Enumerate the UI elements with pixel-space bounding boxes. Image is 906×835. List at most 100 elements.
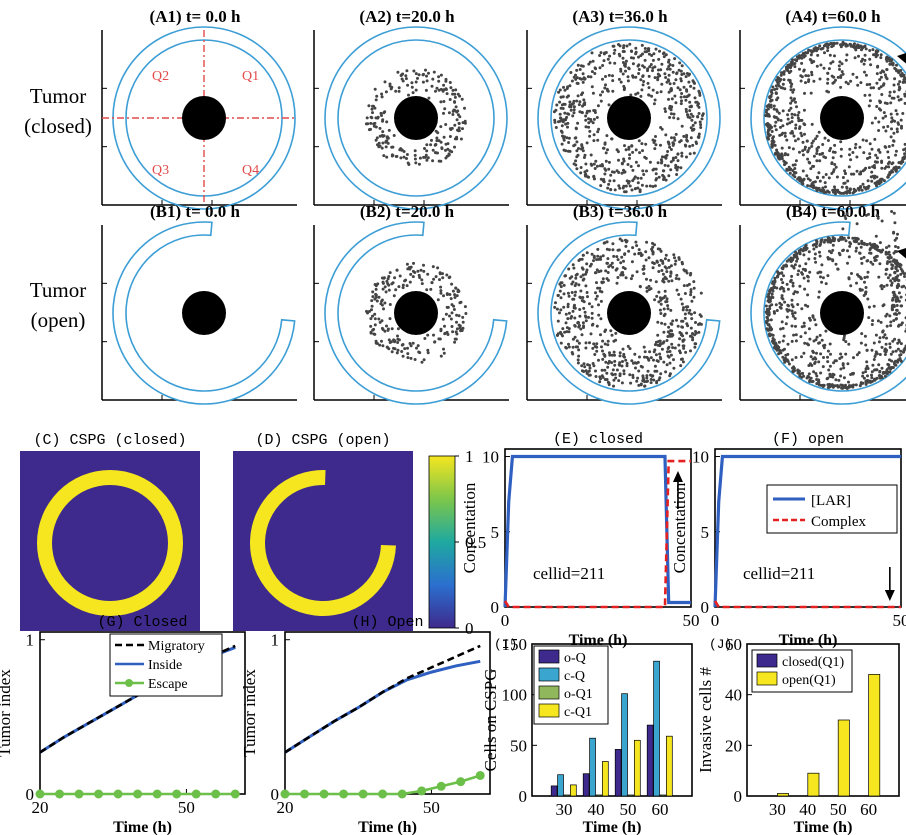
cellid-annotation: cellid=211	[743, 564, 815, 583]
tumor-cell	[653, 298, 657, 302]
heatmap-open: (D) CSPG (open)10.50	[233, 432, 486, 638]
tumor-cell	[826, 81, 830, 85]
tumor-cell	[772, 104, 776, 108]
tumor-cell	[813, 257, 817, 260]
tumor-cell	[821, 175, 825, 179]
tumor-cell	[868, 93, 872, 97]
tumor-cell	[809, 53, 813, 57]
tumor-cell	[642, 267, 646, 271]
tumor-cell	[888, 62, 892, 66]
escaped-cell	[841, 227, 845, 231]
tumor-cell	[786, 287, 790, 291]
tumor-cell	[873, 166, 877, 170]
legend-label: open(Q1)	[782, 673, 836, 688]
tumor-cell	[690, 118, 694, 122]
tumor-cell	[382, 111, 386, 115]
tumor-cell	[801, 182, 805, 186]
tumor-cell	[660, 82, 664, 86]
tumor-cell	[867, 104, 871, 108]
tumor-cell	[381, 118, 385, 122]
tumor-cell	[686, 115, 690, 119]
tumor-cell	[567, 294, 571, 298]
tumor-cell	[888, 253, 892, 257]
tumor-cell	[640, 88, 644, 92]
tumor-cell	[833, 237, 837, 241]
tumor-cell	[823, 181, 827, 185]
tumor-cell	[566, 302, 570, 306]
tumor-cell	[802, 374, 806, 378]
tumor-cell	[665, 300, 669, 303]
tumor-cell	[674, 166, 678, 170]
tumor-cell	[772, 107, 776, 111]
tumor-cell	[589, 119, 593, 123]
tumor-cell	[819, 270, 823, 274]
tumor-cell	[768, 328, 771, 332]
tumor-cell	[802, 177, 806, 181]
tumor-cell	[839, 352, 843, 356]
tumor-cell	[665, 339, 669, 342]
tumor-cell	[626, 75, 630, 79]
tumor-cell	[660, 62, 664, 66]
tumor-cell	[797, 269, 801, 273]
tumor-cell	[380, 339, 383, 343]
tumor-cell	[794, 126, 798, 130]
tumor-cell	[575, 99, 579, 103]
tumor-cell	[595, 164, 599, 168]
tumor-cell	[854, 249, 858, 253]
tumor-cell	[678, 88, 682, 92]
tumor-cell	[453, 95, 457, 99]
tumor-cell	[622, 88, 626, 92]
tumor-cell	[448, 81, 452, 84]
tumor-cell	[407, 163, 411, 166]
tumor-cell	[591, 322, 595, 326]
tumor-cell	[414, 80, 418, 84]
tumor-cell	[860, 45, 864, 49]
tumor-cell	[568, 84, 572, 88]
tumor-cell	[573, 316, 577, 320]
tumor-cell	[870, 147, 874, 151]
tumor-cell	[812, 60, 816, 63]
tumor-cell	[578, 308, 582, 311]
tumor-cell	[568, 276, 572, 280]
tumor-cell	[807, 257, 811, 261]
tumor-cell	[386, 141, 390, 145]
tumor-cell	[688, 308, 692, 312]
tumor-cell	[815, 159, 819, 163]
tumor-cell	[381, 141, 385, 145]
tumor-cell	[401, 79, 405, 83]
tumor-cell	[865, 275, 869, 279]
plot-frame	[531, 643, 693, 797]
series-complex-line	[713, 600, 901, 609]
tumor-cell	[398, 274, 402, 278]
tumor-cell	[860, 188, 864, 192]
tumor-cell	[887, 156, 891, 159]
tumor-cell	[787, 146, 791, 150]
quadrant-label: Q3	[152, 163, 169, 178]
tumor-cell	[588, 60, 592, 64]
tumor-cell	[878, 262, 882, 266]
tumor-cell	[658, 376, 662, 380]
x-tick-label: 20	[32, 798, 49, 817]
tumor-cell	[822, 383, 826, 387]
tumor-cell	[866, 270, 870, 274]
tumor-cell	[776, 96, 780, 100]
tumor-cell	[461, 326, 465, 330]
tumor-cell	[605, 134, 609, 138]
tumor-cell	[618, 363, 622, 367]
tumor-cell	[654, 353, 658, 357]
tumor-cell	[578, 314, 582, 318]
tumor-cell	[587, 125, 591, 129]
tumor-cell	[769, 98, 773, 102]
tumor-cell	[617, 43, 620, 46]
y-axis-label: Tumor index	[0, 669, 14, 757]
tumor-cell	[857, 351, 861, 355]
tumor-cell	[370, 308, 373, 312]
tumor-cell	[403, 279, 407, 283]
tumor-cell	[826, 274, 830, 278]
tumor-cell	[884, 314, 888, 318]
tumor-cell	[654, 280, 658, 284]
tumor-cell	[881, 329, 885, 333]
tumor-cell	[631, 179, 635, 183]
tumor-cell	[635, 379, 639, 383]
